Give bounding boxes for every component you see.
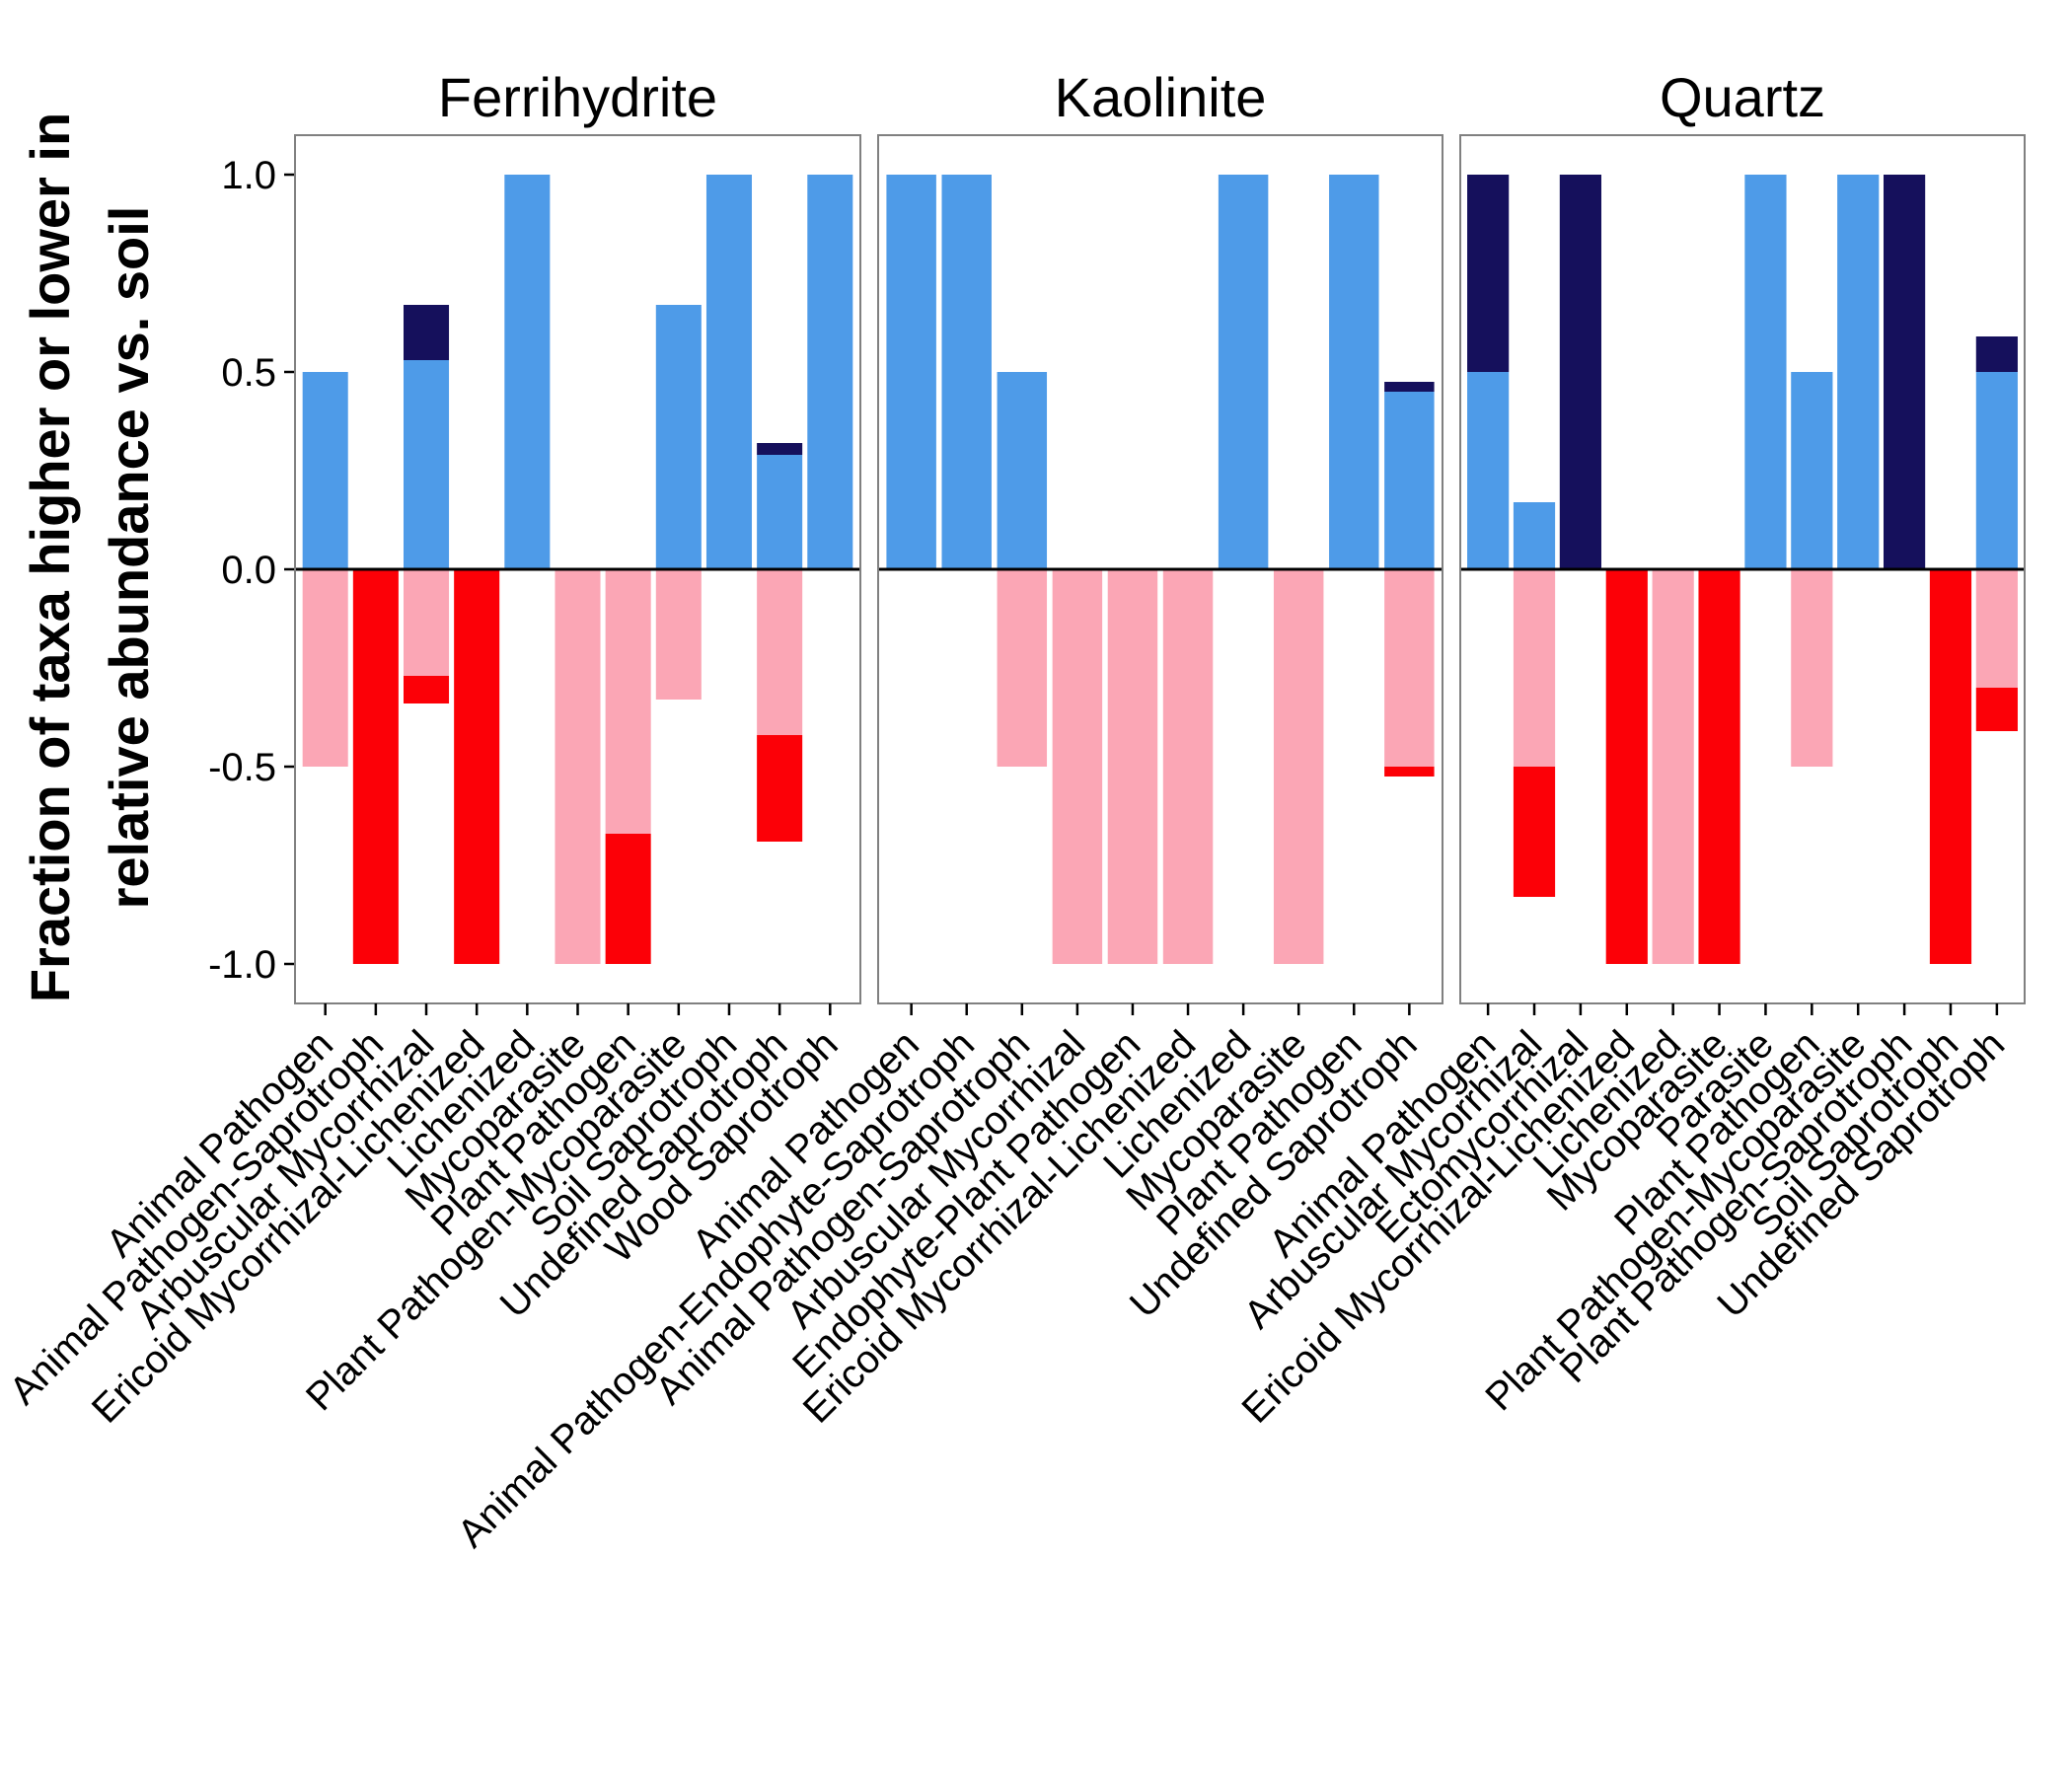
bar-segment: [886, 175, 936, 569]
bar-segment: [1791, 372, 1833, 569]
bar-segment: [1652, 569, 1694, 964]
bar-segment: [1975, 336, 2018, 372]
bar-segment: [1052, 569, 1103, 964]
bar-segment: [757, 569, 803, 735]
bar-segment: [705, 175, 753, 569]
bar-segment: [1513, 569, 1556, 767]
bar-segment: [1384, 382, 1435, 392]
bar-segment: [504, 175, 551, 569]
bar-segment: [1273, 569, 1324, 964]
bar-segment: [997, 372, 1048, 569]
bar-segment: [302, 372, 348, 569]
bar-segment: [941, 175, 992, 569]
bar-segment: [1791, 569, 1833, 767]
facet-title: Kaolinite: [1055, 66, 1267, 128]
panel-border: [1459, 134, 2026, 1004]
bar-segment: [655, 569, 702, 700]
bar-segment: [403, 305, 450, 360]
bar-segment: [1975, 569, 2018, 688]
bar-segment: [757, 443, 803, 455]
bar-segment: [757, 735, 803, 842]
y-tick-label: -1.0: [208, 943, 276, 987]
panel-border: [877, 134, 1443, 1004]
bar-segment: [1107, 569, 1158, 964]
bar-segment: [1975, 688, 2018, 731]
bar-segment: [403, 360, 450, 569]
facet-title: Quartz: [1660, 66, 1825, 128]
bar-segment: [454, 569, 500, 964]
bar-segment: [1513, 502, 1556, 569]
bar-segment: [302, 569, 348, 767]
y-axis-title: Fraction of taxa higher or lower in rela…: [19, 112, 160, 1002]
bar-segment: [1975, 372, 2018, 569]
bar-segment: [1218, 175, 1269, 569]
bar-segment: [1384, 767, 1435, 777]
bar-segment: [1162, 569, 1214, 964]
bar-segment: [1329, 175, 1379, 569]
y-axis-title-line2: relative abundance vs. soil: [98, 206, 160, 910]
y-tick-label: 0.0: [221, 549, 276, 592]
bar-segment: [1467, 175, 1510, 372]
bar-segment: [403, 676, 450, 703]
bar-segment: [403, 569, 450, 676]
bar-segment: [1929, 569, 1972, 964]
bar-segment: [1384, 569, 1435, 767]
bar-segment: [605, 834, 651, 964]
bar-segment: [807, 175, 853, 569]
bar-segment: [1467, 372, 1510, 569]
bar-segment: [1884, 175, 1926, 569]
bar-segment: [757, 455, 803, 569]
bar-segment: [1837, 175, 1880, 569]
y-axis-title-line1: Fraction of taxa higher or lower in: [19, 112, 81, 1002]
bar-segment: [1384, 392, 1435, 569]
facet-title: Ferrihydrite: [438, 66, 717, 128]
bar-segment: [605, 569, 651, 834]
y-axis: 1.0 0.5 0.0 -0.5 -1.0: [208, 154, 295, 987]
bar-segment: [1744, 175, 1787, 569]
bar-segment: [1605, 569, 1648, 964]
bar-segment: [1559, 175, 1601, 569]
bar-segment: [555, 569, 601, 964]
bar-segment: [1513, 767, 1556, 897]
y-tick-label: 0.5: [221, 351, 276, 395]
bar-segment: [997, 569, 1048, 767]
bar-segment: [655, 305, 702, 569]
bar-segment: [352, 569, 399, 964]
y-tick-label: 1.0: [221, 154, 276, 197]
y-tick-label: -0.5: [208, 746, 276, 789]
bar-segment: [1698, 569, 1740, 964]
